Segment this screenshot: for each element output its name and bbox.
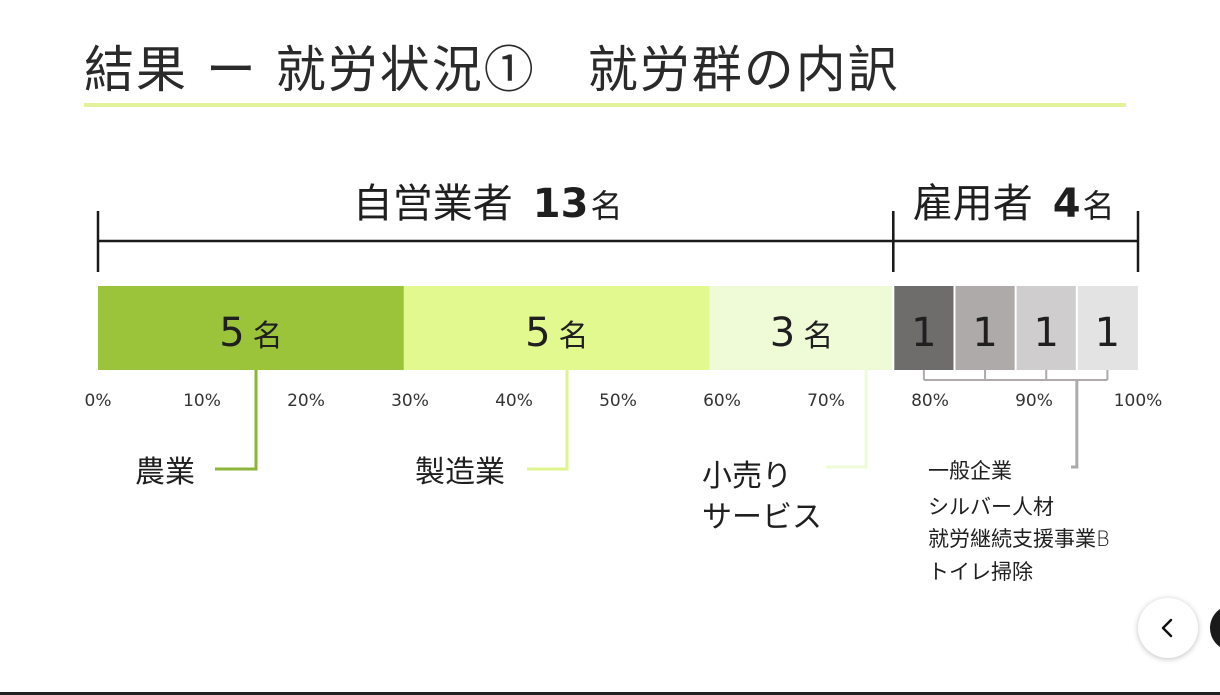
callout-label-4-line4: トイレ掃除 bbox=[928, 560, 1033, 584]
callout-label-1: 農業 bbox=[135, 455, 195, 490]
bar-segment-7 bbox=[1076, 286, 1138, 370]
callout-label-4-line3: 就労継続支援事業B bbox=[928, 527, 1110, 551]
bar-segment-1 bbox=[98, 286, 404, 370]
segment-label-6: 1 bbox=[1034, 310, 1059, 356]
segment-label-7: 1 bbox=[1095, 310, 1120, 356]
callout-leader-1 bbox=[215, 370, 258, 471]
segment-label-5: 1 bbox=[972, 310, 997, 356]
x-tick-label: 100% bbox=[1114, 391, 1163, 411]
bottom-border bbox=[0, 692, 1220, 695]
callout-leader-2 bbox=[527, 370, 569, 471]
bar-segment-6 bbox=[1015, 286, 1077, 370]
callout-leader-4 bbox=[1071, 380, 1079, 469]
x-tick-label: 90% bbox=[1015, 391, 1053, 411]
group-label-2: 雇用者 4名 bbox=[913, 181, 1115, 227]
x-tick-label: 30% bbox=[391, 391, 429, 411]
callout-label-2: 製造業 bbox=[415, 455, 505, 490]
x-tick-label: 50% bbox=[599, 391, 637, 411]
title-underline bbox=[84, 103, 1126, 107]
callout-label-3-line2: サービス bbox=[702, 500, 822, 535]
bar-segment-5 bbox=[954, 286, 1016, 370]
x-tick-label: 0% bbox=[85, 391, 112, 411]
chevron-left-icon bbox=[1161, 618, 1173, 638]
callout-label-3-line1: 小売り bbox=[702, 459, 792, 494]
x-tick-label: 20% bbox=[287, 391, 325, 411]
bar-segment-3 bbox=[709, 286, 894, 370]
callout-label-4-line1: 一般企業 bbox=[928, 459, 1012, 483]
x-tick-label: 60% bbox=[703, 391, 741, 411]
bar-segment-4 bbox=[893, 286, 955, 370]
group-label-1: 自営業者 13名 bbox=[353, 181, 623, 227]
segment-label-4: 1 bbox=[911, 310, 936, 356]
callout-leader-3 bbox=[826, 370, 868, 469]
previous-slide-button[interactable] bbox=[1138, 598, 1198, 658]
x-tick-label: 10% bbox=[183, 391, 221, 411]
x-tick-label: 40% bbox=[495, 391, 533, 411]
bar-segment-2 bbox=[403, 286, 710, 370]
x-tick-label: 70% bbox=[807, 391, 845, 411]
x-tick-label: 80% bbox=[911, 391, 949, 411]
next-slide-button[interactable] bbox=[1210, 605, 1220, 651]
callout-label-4-line2: シルバー人材 bbox=[928, 495, 1054, 519]
slide-title: 結果 ー 就労状況① 就労群の内訳 bbox=[84, 41, 900, 99]
